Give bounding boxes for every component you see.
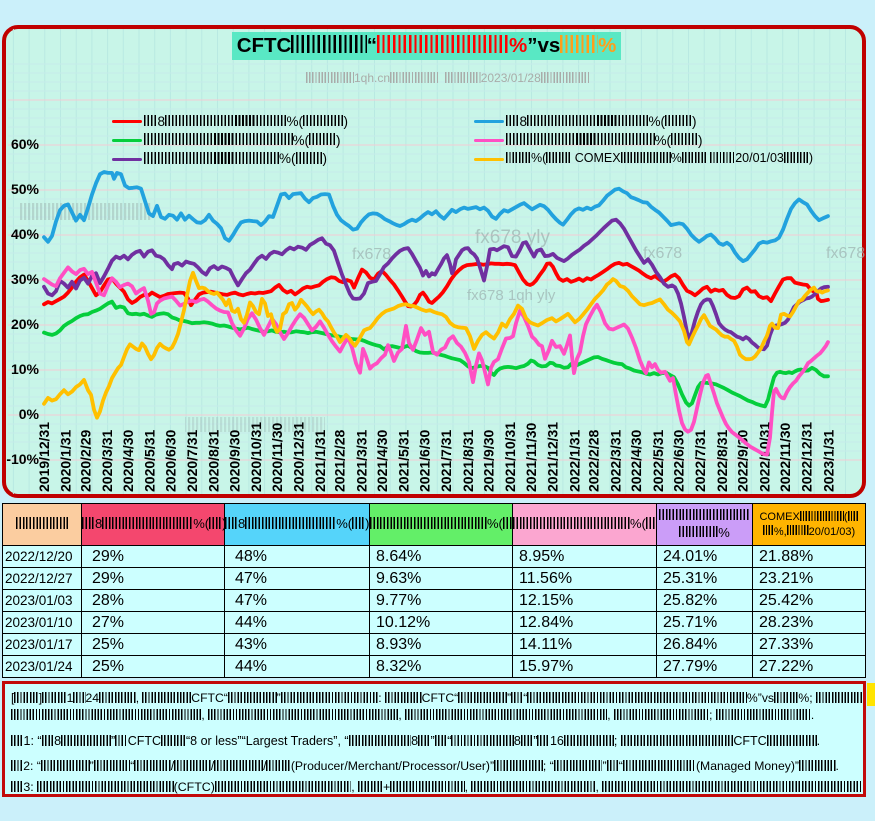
svg-text:50%: 50% — [11, 181, 40, 197]
svg-text:2021/7/31: 2021/7/31 — [438, 430, 454, 492]
svg-text:60%: 60% — [11, 136, 40, 152]
svg-text:2021/3/31: 2021/3/31 — [353, 430, 369, 492]
svg-text:2022/3/31: 2022/3/31 — [607, 430, 623, 492]
svg-text:2022/1/31: 2022/1/31 — [566, 430, 582, 492]
svg-text:2021/6/30: 2021/6/30 — [417, 430, 433, 492]
svg-text:2019/12/31: 2019/12/31 — [36, 422, 52, 492]
svg-text:fx678 1qh yly: fx678 1qh yly — [467, 287, 556, 304]
svg-text:2022/7/31: 2022/7/31 — [692, 430, 708, 492]
svg-text:2022/2/28: 2022/2/28 — [586, 430, 602, 492]
svg-text:-10%: -10% — [6, 451, 39, 467]
svg-text:2020/8/31: 2020/8/31 — [206, 430, 222, 492]
svg-text:fx678: fx678 — [826, 245, 865, 262]
svg-text:2020/9/30: 2020/9/30 — [227, 430, 243, 492]
svg-text:2021/12/31: 2021/12/31 — [545, 422, 561, 492]
svg-text:2020/12/31: 2020/12/31 — [291, 422, 307, 492]
svg-text:2021/1/31: 2021/1/31 — [312, 430, 328, 492]
svg-text:2020/11/30: 2020/11/30 — [269, 422, 285, 492]
svg-text:2022/6/30: 2022/6/30 — [671, 430, 687, 492]
svg-text:2021/5/31: 2021/5/31 — [396, 430, 412, 492]
svg-text:fx678 yly: fx678 yly — [475, 227, 550, 248]
svg-text:2021/9/30: 2021/9/30 — [481, 430, 497, 492]
svg-text:2020/2/29: 2020/2/29 — [78, 430, 94, 492]
svg-text:2020/1/31: 2020/1/31 — [58, 430, 74, 492]
svg-text:2022/8/31: 2022/8/31 — [714, 430, 730, 492]
svg-text:fx678: fx678 — [352, 246, 391, 263]
svg-text:2021/4/30: 2021/4/30 — [374, 430, 390, 492]
svg-text:2020/4/30: 2020/4/30 — [120, 430, 136, 492]
svg-text:2020/5/31: 2020/5/31 — [142, 430, 158, 492]
svg-text:2021/11/30: 2021/11/30 — [523, 422, 539, 492]
svg-text:2022/12/31: 2022/12/31 — [799, 422, 815, 492]
svg-text:2020/6/30: 2020/6/30 — [163, 430, 179, 492]
svg-text:2020/10/31: 2020/10/31 — [248, 422, 264, 492]
svg-text:10%: 10% — [11, 361, 40, 377]
svg-text:20%: 20% — [11, 316, 40, 332]
svg-text:2021/8/31: 2021/8/31 — [460, 430, 476, 492]
svg-text:2022/5/31: 2022/5/31 — [650, 430, 666, 492]
svg-text:2021/2/28: 2021/2/28 — [332, 430, 348, 492]
svg-text:40%: 40% — [11, 226, 40, 242]
svg-text:2023/1/31: 2023/1/31 — [820, 430, 836, 492]
svg-text:2022/11/30: 2022/11/30 — [777, 422, 793, 492]
svg-text:0%: 0% — [19, 406, 40, 422]
svg-text:2020/7/31: 2020/7/31 — [184, 430, 200, 492]
svg-text:fx678: fx678 — [643, 245, 682, 262]
svg-text:2022/4/30: 2022/4/30 — [628, 430, 644, 492]
svg-text:2020/3/31: 2020/3/31 — [99, 430, 115, 492]
svg-text:30%: 30% — [11, 271, 40, 287]
svg-text:2021/10/31: 2021/10/31 — [502, 422, 518, 492]
